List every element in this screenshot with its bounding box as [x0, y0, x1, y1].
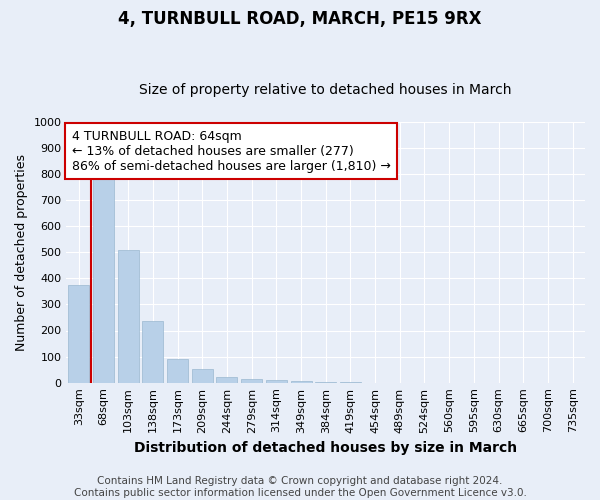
Bar [142, 322, 163, 382]
Bar [93, 168, 114, 382]
Bar [241, 379, 262, 382]
Bar [167, 359, 188, 382]
Title: Size of property relative to detached houses in March: Size of property relative to detached ho… [139, 83, 512, 97]
Bar [217, 377, 238, 382]
X-axis label: Distribution of detached houses by size in March: Distribution of detached houses by size … [134, 441, 517, 455]
Bar [68, 285, 89, 382]
Bar [192, 369, 213, 382]
Bar [118, 250, 139, 382]
Y-axis label: Number of detached properties: Number of detached properties [15, 154, 28, 350]
Text: 4, TURNBULL ROAD, MARCH, PE15 9RX: 4, TURNBULL ROAD, MARCH, PE15 9RX [118, 10, 482, 28]
Bar [266, 380, 287, 382]
Text: Contains HM Land Registry data © Crown copyright and database right 2024.
Contai: Contains HM Land Registry data © Crown c… [74, 476, 526, 498]
Text: 4 TURNBULL ROAD: 64sqm
← 13% of detached houses are smaller (277)
86% of semi-de: 4 TURNBULL ROAD: 64sqm ← 13% of detached… [71, 130, 391, 172]
